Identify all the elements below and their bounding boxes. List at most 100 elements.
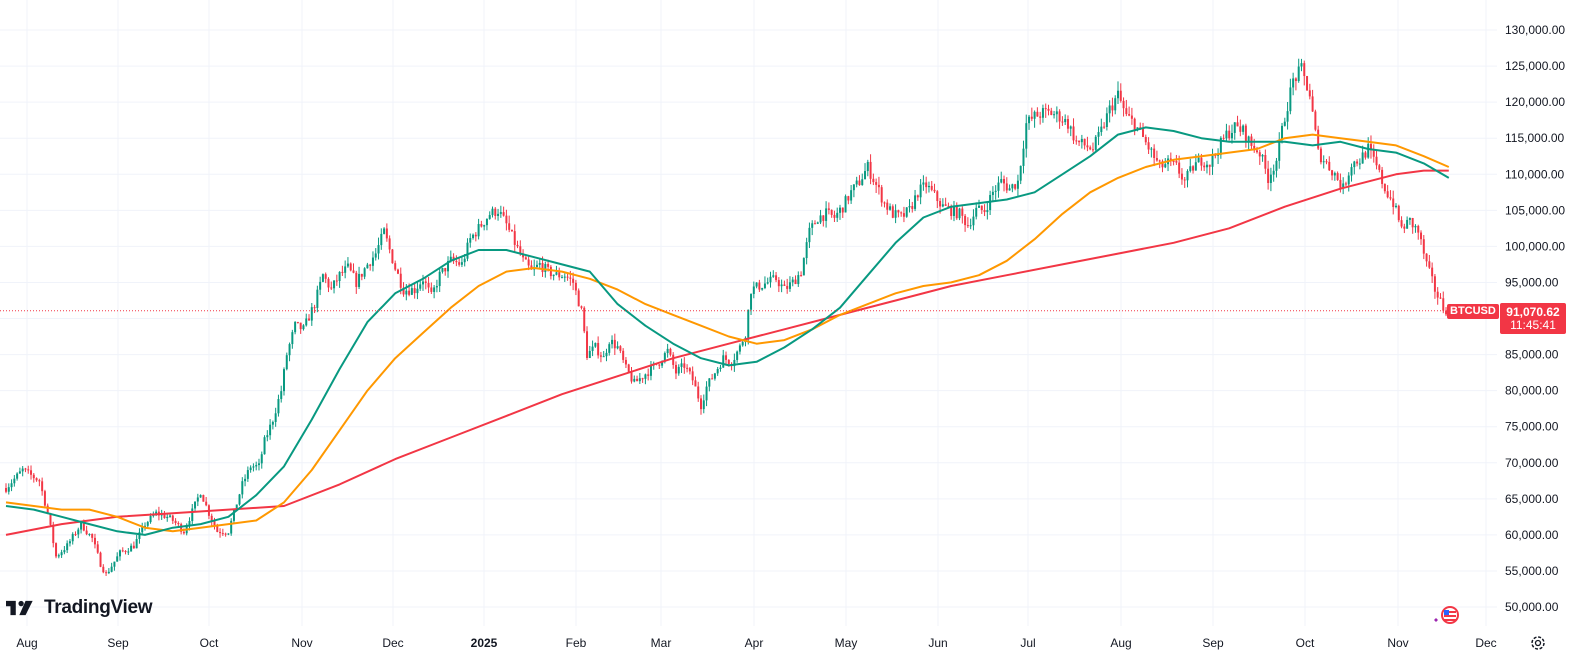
candle-body (722, 355, 725, 368)
candle-body (850, 190, 853, 201)
us-flag-events-icon[interactable] (1433, 604, 1461, 626)
candle-body (1111, 105, 1114, 111)
y-tick-label: 80,000.00 (1505, 384, 1559, 398)
candle-body (24, 468, 27, 470)
candle-body (221, 533, 224, 535)
candle-body (1411, 217, 1414, 228)
candle-body (1030, 116, 1033, 119)
candle-body (1089, 147, 1092, 150)
candle-body (177, 523, 180, 525)
candle-body (232, 509, 235, 521)
candle-body (605, 352, 608, 357)
candle-body (613, 339, 616, 349)
candle-body (905, 207, 908, 217)
candle-body (1420, 232, 1423, 240)
candle-body (1325, 161, 1328, 163)
candle-body (927, 185, 930, 188)
candle-body (1203, 165, 1206, 168)
candle-body (1039, 116, 1042, 118)
candle-body (10, 483, 13, 488)
candle-body (416, 288, 419, 294)
candle-body (694, 380, 697, 387)
candle-body (1192, 166, 1195, 171)
candle-body (1180, 173, 1183, 180)
candle-body (950, 206, 953, 216)
candle-body (830, 209, 833, 215)
candle-body (1222, 137, 1225, 139)
candle-body (1230, 132, 1233, 139)
candle-body (683, 363, 686, 368)
candle-body (566, 276, 569, 278)
candle-body (1066, 119, 1069, 129)
candle-body (447, 260, 450, 272)
candle-body (964, 215, 967, 226)
candle-body (216, 525, 219, 532)
candle-body (738, 345, 741, 352)
candle-body (360, 273, 363, 277)
candle-body (333, 280, 336, 289)
candle-body (71, 534, 74, 542)
candle-body (847, 196, 850, 201)
x-tick-label: Feb (566, 636, 587, 650)
candle-body (563, 276, 566, 278)
candle-body (608, 344, 611, 353)
candle-body (750, 294, 753, 310)
candle-body (316, 289, 319, 308)
candle-body (138, 532, 141, 540)
candle-body (852, 184, 855, 191)
gear-icon[interactable] (1529, 634, 1547, 652)
candle-body (772, 275, 775, 277)
candle-body (1242, 125, 1245, 132)
symbol-label: BTCUSD (1447, 303, 1499, 319)
candle-body (63, 550, 66, 553)
candle-body (110, 566, 113, 572)
candle-body (572, 278, 575, 283)
candle-body (922, 182, 925, 185)
candle-body (1314, 111, 1317, 130)
candle-body (1150, 148, 1153, 150)
x-tick-label: Jul (1020, 636, 1035, 650)
candle-body (1069, 126, 1072, 129)
x-tick-label: May (835, 636, 858, 650)
tradingview-logo-icon (6, 600, 33, 616)
candle-body (816, 222, 819, 224)
candle-body (488, 215, 491, 219)
candle-body (864, 171, 867, 180)
candle-body (1400, 220, 1403, 227)
candle-body (658, 364, 661, 366)
candle-body (972, 216, 975, 226)
candle-body (574, 282, 577, 291)
candle-body (1356, 161, 1359, 164)
candle-body (460, 262, 463, 265)
candle-body (672, 354, 675, 365)
candle-body (925, 182, 928, 188)
candle-body (121, 550, 124, 552)
candle-body (27, 469, 30, 471)
candle-body (341, 271, 344, 273)
candle-body (116, 556, 119, 562)
candle-body (1053, 114, 1056, 116)
candle-body (18, 471, 21, 474)
candle-body (839, 207, 841, 213)
candle-body (705, 386, 708, 401)
candle-body (1294, 78, 1297, 82)
candle-body (858, 180, 861, 186)
candle-body (1108, 105, 1111, 114)
candle-body (1005, 183, 1008, 191)
candle-body (180, 524, 183, 532)
candle-body (169, 515, 172, 517)
candle-body (1358, 163, 1361, 165)
candle-body (602, 356, 605, 358)
candle-body (246, 470, 249, 479)
candle-body (1105, 113, 1108, 128)
candle-body (413, 288, 416, 294)
candle-body (1036, 111, 1039, 117)
y-tick-label: 120,000.00 (1505, 95, 1565, 109)
candle-body (1281, 125, 1284, 140)
candle-body (586, 331, 589, 358)
candle-body (805, 242, 808, 259)
candle-body (811, 223, 814, 228)
candle-body (252, 466, 255, 468)
